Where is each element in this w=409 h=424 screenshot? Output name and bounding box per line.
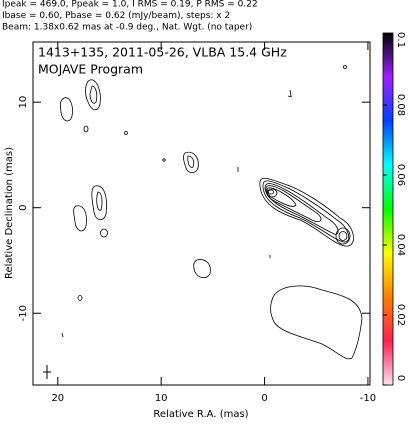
contour <box>83 125 89 133</box>
plot-frame <box>32 41 371 386</box>
contour <box>268 189 274 195</box>
contour <box>162 158 166 162</box>
contour <box>193 259 211 278</box>
contour <box>73 205 87 232</box>
y-tick-label: 10 <box>18 96 29 109</box>
x-tick-label: 0 <box>261 393 267 404</box>
colorbar-tick-label: 0.06 <box>395 164 406 186</box>
colorbar-tick-label: 0 <box>395 375 406 381</box>
y-tick-label: -10 <box>18 305 29 321</box>
contour <box>91 185 107 221</box>
contour <box>85 79 101 111</box>
y-axis-label: Relative Declination (mas) <box>4 147 15 279</box>
contour <box>270 285 363 360</box>
contour <box>335 227 351 245</box>
colorbar-tick-label: 0.1 <box>395 32 406 48</box>
contour <box>265 185 322 222</box>
beam-marker <box>43 365 51 379</box>
colorbar <box>382 32 394 386</box>
contour <box>77 295 83 301</box>
contour <box>259 177 354 247</box>
contours <box>60 65 363 360</box>
contour <box>266 188 278 198</box>
contour <box>343 65 347 69</box>
chart-subtitle: MOJAVE Program <box>38 62 143 77</box>
header-line: Ipeak = 469.0, Ppeak = 1.0, I RMS = 0.19… <box>2 0 258 10</box>
contour <box>60 97 73 122</box>
colorbar-tick-label: 0.04 <box>395 234 406 256</box>
colorbar-tick-label: 0.08 <box>395 94 406 116</box>
contour <box>124 131 128 135</box>
colorbar-tick-label: 0.02 <box>395 304 406 326</box>
x-tick-label: 10 <box>155 393 168 404</box>
x-tick-label: -10 <box>360 393 376 404</box>
x-axis-label: Relative R.A. (mas) <box>153 409 248 420</box>
contour <box>89 85 98 104</box>
contour <box>61 89 293 338</box>
x-tick-label: 20 <box>51 393 64 404</box>
contour <box>100 228 108 238</box>
header-line: Beam: 1.38x0.62 mas at -0.9 deg., Nat. W… <box>2 23 252 33</box>
contour <box>183 151 199 173</box>
contour <box>266 187 297 207</box>
chart-title: 1413+135, 2011-05-26, VLBA 15.4 GHz <box>38 45 287 60</box>
contour <box>262 180 350 243</box>
header-line: Ibase = 0.60, Pbase = 0.62 (mJy/beam), s… <box>2 11 230 21</box>
contour <box>96 191 103 211</box>
contour <box>338 231 348 241</box>
y-tick-label: 0 <box>18 205 29 211</box>
contour <box>187 155 195 168</box>
